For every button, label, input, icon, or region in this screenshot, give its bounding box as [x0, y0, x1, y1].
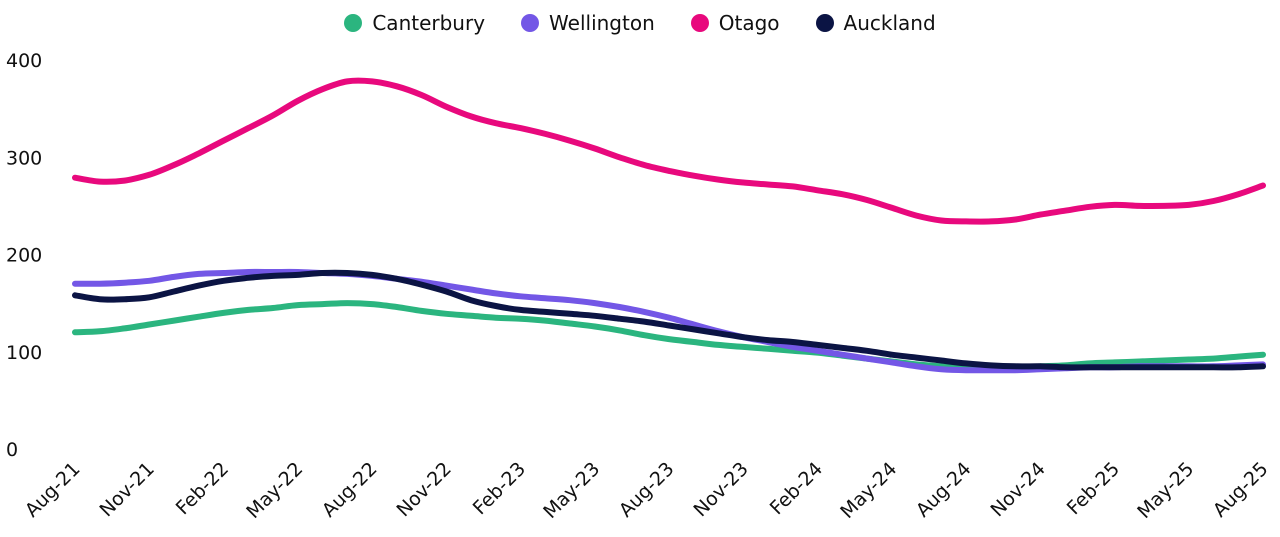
legend-label: Wellington — [549, 11, 655, 35]
series-line-canterbury — [72, 300, 1266, 371]
x-tick-label: Aug-23 — [615, 458, 679, 522]
x-tick-label: Nov-24 — [986, 458, 1049, 521]
y-tick-label: 0 — [6, 439, 18, 461]
legend-label: Auckland — [843, 11, 936, 35]
x-tick-label: May-24 — [836, 458, 901, 523]
chart-legend: Canterbury Wellington Otago Auckland — [0, 8, 1280, 38]
y-tick-label: 200 — [6, 245, 42, 267]
legend-marker — [521, 14, 540, 32]
series-line-auckland — [72, 269, 1266, 371]
y-tick-label: 100 — [6, 342, 42, 364]
x-tick-label: Aug-24 — [912, 458, 976, 522]
y-tick-label: 300 — [6, 147, 42, 169]
x-tick-label: Aug-22 — [318, 458, 382, 522]
x-tick-label: Nov-21 — [95, 458, 158, 521]
x-tick-label: Feb-22 — [172, 458, 233, 519]
series-line-wellington — [72, 268, 1266, 374]
x-axis: Aug-21 Nov-21 Feb-22 May-22 Aug-22 Nov-22 Feb-… — [21, 458, 1273, 523]
legend-item-auckland: Auckland — [815, 11, 936, 35]
legend-marker — [344, 14, 363, 32]
x-tick-label: May-22 — [242, 458, 307, 523]
x-tick-label: Nov-23 — [689, 458, 752, 521]
series-line-otago — [72, 77, 1266, 225]
legend-marker — [815, 14, 834, 32]
plot-area — [72, 77, 1266, 374]
x-tick-label: May-25 — [1133, 458, 1198, 523]
legend-label: Otago — [718, 11, 780, 35]
x-tick-label: Nov-22 — [392, 458, 455, 521]
legend-label: Canterbury — [372, 11, 486, 35]
y-axis: 0 100 200 300 400 — [6, 50, 42, 461]
x-tick-label: Feb-24 — [766, 458, 827, 519]
legend-item-wellington: Wellington — [521, 11, 655, 35]
x-tick-label: Aug-21 — [21, 458, 85, 522]
legend-marker — [690, 14, 709, 32]
legend-item-canterbury: Canterbury — [344, 11, 485, 35]
legend-item-otago: Otago — [690, 11, 780, 35]
x-tick-label: Feb-25 — [1063, 458, 1124, 519]
x-tick-label: Aug-25 — [1209, 458, 1273, 522]
y-tick-label: 400 — [6, 50, 42, 72]
x-tick-label: Feb-23 — [469, 458, 530, 519]
x-tick-label: May-23 — [539, 458, 604, 523]
